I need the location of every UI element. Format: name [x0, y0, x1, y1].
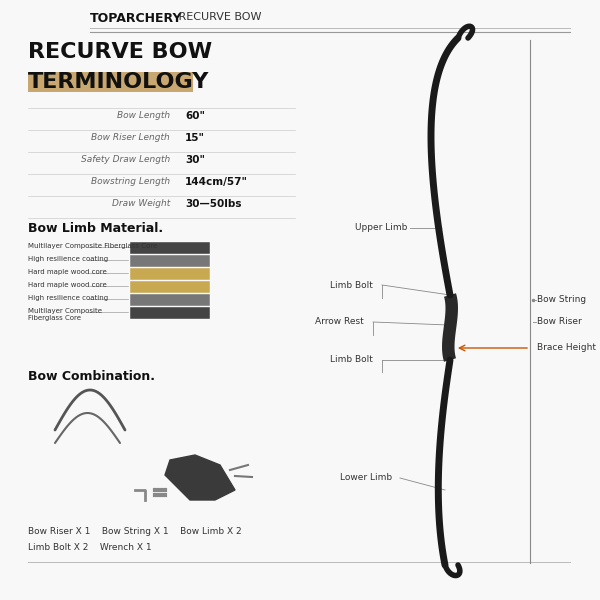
Text: Bow Limb Material.: Bow Limb Material.: [28, 222, 163, 235]
Text: High resilience coating: High resilience coating: [28, 295, 108, 301]
Text: Multilayer Composite
Fiberglass Core: Multilayer Composite Fiberglass Core: [28, 308, 102, 321]
Text: Limb Bolt X 2    Wrench X 1: Limb Bolt X 2 Wrench X 1: [28, 543, 152, 552]
Text: High resilience coating: High resilience coating: [28, 256, 108, 262]
Text: RECURVE BOW: RECURVE BOW: [28, 42, 212, 62]
Text: Bow Length: Bow Length: [117, 111, 170, 120]
Text: 30": 30": [185, 155, 205, 165]
Text: Upper Limb: Upper Limb: [355, 223, 407, 232]
Text: Bow Riser: Bow Riser: [537, 317, 582, 326]
Text: Hard maple wood core: Hard maple wood core: [28, 269, 107, 275]
Text: Limb Bolt: Limb Bolt: [330, 280, 373, 289]
Text: Bow Riser X 1    Bow String X 1    Bow Limb X 2: Bow Riser X 1 Bow String X 1 Bow Limb X …: [28, 527, 242, 536]
Bar: [130, 255, 210, 267]
Bar: [130, 242, 210, 254]
Text: Limb Bolt: Limb Bolt: [330, 355, 373, 364]
Text: Bow String: Bow String: [537, 295, 586, 304]
Bar: [28, 72, 193, 92]
Bar: [130, 307, 210, 319]
Bar: [130, 281, 210, 293]
Bar: [130, 268, 210, 280]
Text: Hard maple wood core: Hard maple wood core: [28, 282, 107, 288]
Text: Brace Height: Brace Height: [537, 343, 596, 352]
Text: 144cm/57": 144cm/57": [185, 177, 248, 187]
Text: Lower Limb: Lower Limb: [340, 473, 392, 482]
Text: Draw Weight: Draw Weight: [112, 199, 170, 208]
Polygon shape: [165, 455, 235, 500]
Text: Bow Riser Length: Bow Riser Length: [91, 133, 170, 142]
Text: 15": 15": [185, 133, 205, 143]
Text: Multilayer Composite Fiberglass Core: Multilayer Composite Fiberglass Core: [28, 243, 157, 249]
Text: 60": 60": [185, 111, 205, 121]
Bar: [130, 294, 210, 306]
Text: TOPARCHERY: TOPARCHERY: [90, 12, 182, 25]
Text: 30—50lbs: 30—50lbs: [185, 199, 241, 209]
Text: Safety Draw Length: Safety Draw Length: [81, 155, 170, 164]
Text: Bow Combination.: Bow Combination.: [28, 370, 155, 383]
Text: Arrow Rest: Arrow Rest: [315, 317, 364, 326]
Text: Bowstring Length: Bowstring Length: [91, 177, 170, 186]
Text: TERMINOLOGY: TERMINOLOGY: [28, 72, 209, 92]
Text: RECURVE BOW: RECURVE BOW: [175, 12, 262, 22]
